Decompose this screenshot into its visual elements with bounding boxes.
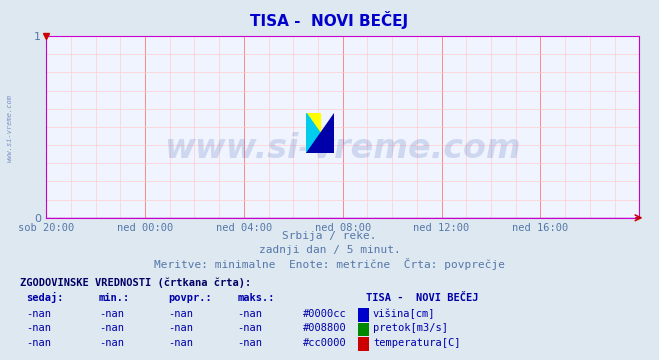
Text: TISA -  NOVI BEČEJ: TISA - NOVI BEČEJ bbox=[366, 293, 478, 303]
Text: sedaj:: sedaj: bbox=[26, 292, 64, 303]
Text: višina[cm]: višina[cm] bbox=[373, 309, 436, 319]
Text: -nan: -nan bbox=[26, 309, 51, 319]
Text: povpr.:: povpr.: bbox=[168, 293, 212, 303]
Text: -nan: -nan bbox=[237, 323, 262, 333]
Text: -nan: -nan bbox=[237, 338, 262, 348]
Text: -nan: -nan bbox=[237, 309, 262, 319]
Text: temperatura[C]: temperatura[C] bbox=[373, 338, 461, 348]
Text: -nan: -nan bbox=[168, 323, 193, 333]
Polygon shape bbox=[306, 113, 320, 133]
Text: www.si-vreme.com: www.si-vreme.com bbox=[164, 132, 521, 165]
Text: -nan: -nan bbox=[99, 323, 124, 333]
Text: #008800: #008800 bbox=[303, 323, 347, 333]
Text: www.si-vreme.com: www.si-vreme.com bbox=[7, 94, 13, 162]
Text: TISA -  NOVI BEČEJ: TISA - NOVI BEČEJ bbox=[250, 11, 409, 29]
Text: ZGODOVINSKE VREDNOSTI (črtkana črta):: ZGODOVINSKE VREDNOSTI (črtkana črta): bbox=[20, 277, 251, 288]
Polygon shape bbox=[306, 113, 334, 153]
Text: -nan: -nan bbox=[168, 309, 193, 319]
Text: -nan: -nan bbox=[168, 338, 193, 348]
Text: -nan: -nan bbox=[99, 309, 124, 319]
Text: #cc0000: #cc0000 bbox=[303, 338, 347, 348]
Text: Meritve: minimalne  Enote: metrične  Črta: povprečje: Meritve: minimalne Enote: metrične Črta:… bbox=[154, 257, 505, 270]
Text: min.:: min.: bbox=[99, 293, 130, 303]
Text: -nan: -nan bbox=[26, 323, 51, 333]
Text: Srbija / reke.: Srbija / reke. bbox=[282, 231, 377, 241]
Text: maks.:: maks.: bbox=[237, 293, 275, 303]
Text: pretok[m3/s]: pretok[m3/s] bbox=[373, 323, 448, 333]
Text: -nan: -nan bbox=[26, 338, 51, 348]
Text: -nan: -nan bbox=[99, 338, 124, 348]
Polygon shape bbox=[306, 113, 334, 153]
Text: zadnji dan / 5 minut.: zadnji dan / 5 minut. bbox=[258, 245, 401, 255]
Text: #0000cc: #0000cc bbox=[303, 309, 347, 319]
